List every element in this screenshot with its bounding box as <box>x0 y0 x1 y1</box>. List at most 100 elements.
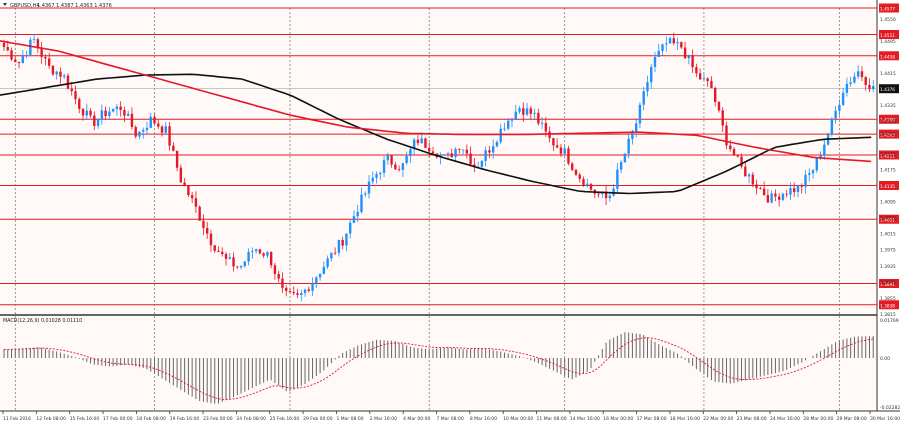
level-tag-label: 1.4458 <box>880 54 895 60</box>
time-tick-label: 24 Mar 16:00 <box>770 416 800 422</box>
level-tag <box>879 129 899 139</box>
time-tick-label: 29 Feb 00:00 <box>303 416 333 422</box>
candle-bull <box>480 160 484 167</box>
price-tick-label: 1.4215 <box>880 151 896 157</box>
candle-bull <box>461 149 465 151</box>
candle-bear <box>774 193 777 197</box>
candle-bull <box>318 273 322 278</box>
candle-bear <box>14 59 17 63</box>
candle-bear <box>578 174 581 179</box>
candle-bear <box>236 266 239 268</box>
candle-bull <box>111 109 115 112</box>
candle-bull <box>115 106 119 110</box>
candle-bull <box>145 127 149 130</box>
level-tag <box>879 30 899 40</box>
candle-bear <box>710 81 713 88</box>
main-panel-background <box>0 8 877 314</box>
candle-bear <box>394 164 397 170</box>
candle-bull <box>239 266 243 268</box>
candle-bear <box>285 287 288 291</box>
candle-bull <box>525 108 529 115</box>
candle-bear <box>755 184 758 189</box>
candle-bull <box>856 71 860 77</box>
candle-bear <box>416 139 420 144</box>
candle-bull <box>420 138 423 144</box>
level-tag <box>879 51 899 61</box>
candle-bear <box>172 145 175 151</box>
candle-bull <box>514 111 517 120</box>
level-tag-label: 1.4300 <box>880 118 895 124</box>
candle-bear <box>458 149 461 150</box>
candle-bull <box>345 233 348 246</box>
candle-bear <box>740 156 743 167</box>
candle-bear <box>130 113 134 128</box>
candle-bear <box>428 147 431 152</box>
candle-bear <box>698 73 702 80</box>
time-tick-label: 4 Mar 00:00 <box>403 416 430 422</box>
candle-bull <box>853 76 856 83</box>
candle-bull <box>352 216 356 223</box>
price-tick-label: 1.3815 <box>880 312 896 318</box>
level-tag-label: 1.4135 <box>880 184 895 190</box>
price-tick-label: 1.4015 <box>880 232 896 238</box>
candle-bear <box>202 220 205 228</box>
candle-bull <box>367 181 371 194</box>
candle-bull <box>687 55 691 59</box>
candle-bear <box>691 55 694 68</box>
price-tick-label: 1.4415 <box>880 71 896 77</box>
candle-bear <box>571 163 574 170</box>
candle-bull <box>747 174 751 177</box>
candle-bear <box>465 149 469 154</box>
candle-bear <box>292 291 295 294</box>
time-tick-label: 7 Mar 08:00 <box>437 416 464 422</box>
candle-bull <box>364 193 367 195</box>
time-tick-label: 11 Feb 2016 <box>3 416 31 422</box>
candle-bear <box>672 38 676 44</box>
current-price-tag <box>879 84 899 94</box>
candle-bull <box>25 54 28 57</box>
candle-bull <box>661 44 664 51</box>
candle-bear <box>89 110 92 116</box>
candle-bull <box>657 50 660 57</box>
candle-bear <box>548 131 551 139</box>
candle-bull <box>322 266 326 274</box>
candle-bear <box>341 239 344 246</box>
candle-bull <box>627 138 630 154</box>
candle-bull <box>405 155 408 164</box>
candle-bear <box>713 87 717 102</box>
candle-bull <box>382 160 386 173</box>
time-tick-label: 1 Mar 08:00 <box>336 416 363 422</box>
price-tick-label: 1.3895 <box>880 280 896 286</box>
candle-bull <box>401 163 405 170</box>
candle-bull <box>631 131 634 139</box>
candle-bear <box>333 252 337 254</box>
candle-bear <box>258 249 262 254</box>
candle-bull <box>638 104 642 124</box>
candle-bull <box>326 258 329 267</box>
candle-bear <box>209 233 213 246</box>
time-tick-label: 17 Mar 08:00 <box>637 416 667 422</box>
time-tick-label: 23 Mar 08:00 <box>737 416 767 422</box>
level-tag-label: 1.3891 <box>880 282 895 288</box>
candle-bull <box>300 293 303 295</box>
chart-menu-icon <box>3 3 7 6</box>
candle-bull <box>646 82 649 92</box>
candle-bull <box>149 116 152 128</box>
candle-bear <box>751 174 755 185</box>
candle-bear <box>269 252 273 266</box>
candle-bear <box>537 112 540 124</box>
candle-bear <box>81 108 85 116</box>
candle-bull <box>503 128 506 130</box>
candle-bull <box>811 170 815 174</box>
time-tick-label: 14 Mar 16:00 <box>570 416 600 422</box>
candle-bear <box>134 127 137 137</box>
candle-bear <box>175 150 179 168</box>
level-tag-label: 1.4263 <box>880 133 895 139</box>
candle-bear <box>104 110 107 116</box>
candle-bull <box>668 38 672 44</box>
level-tag <box>879 150 899 160</box>
candle-bear <box>187 185 190 196</box>
candle-bull <box>142 129 145 132</box>
